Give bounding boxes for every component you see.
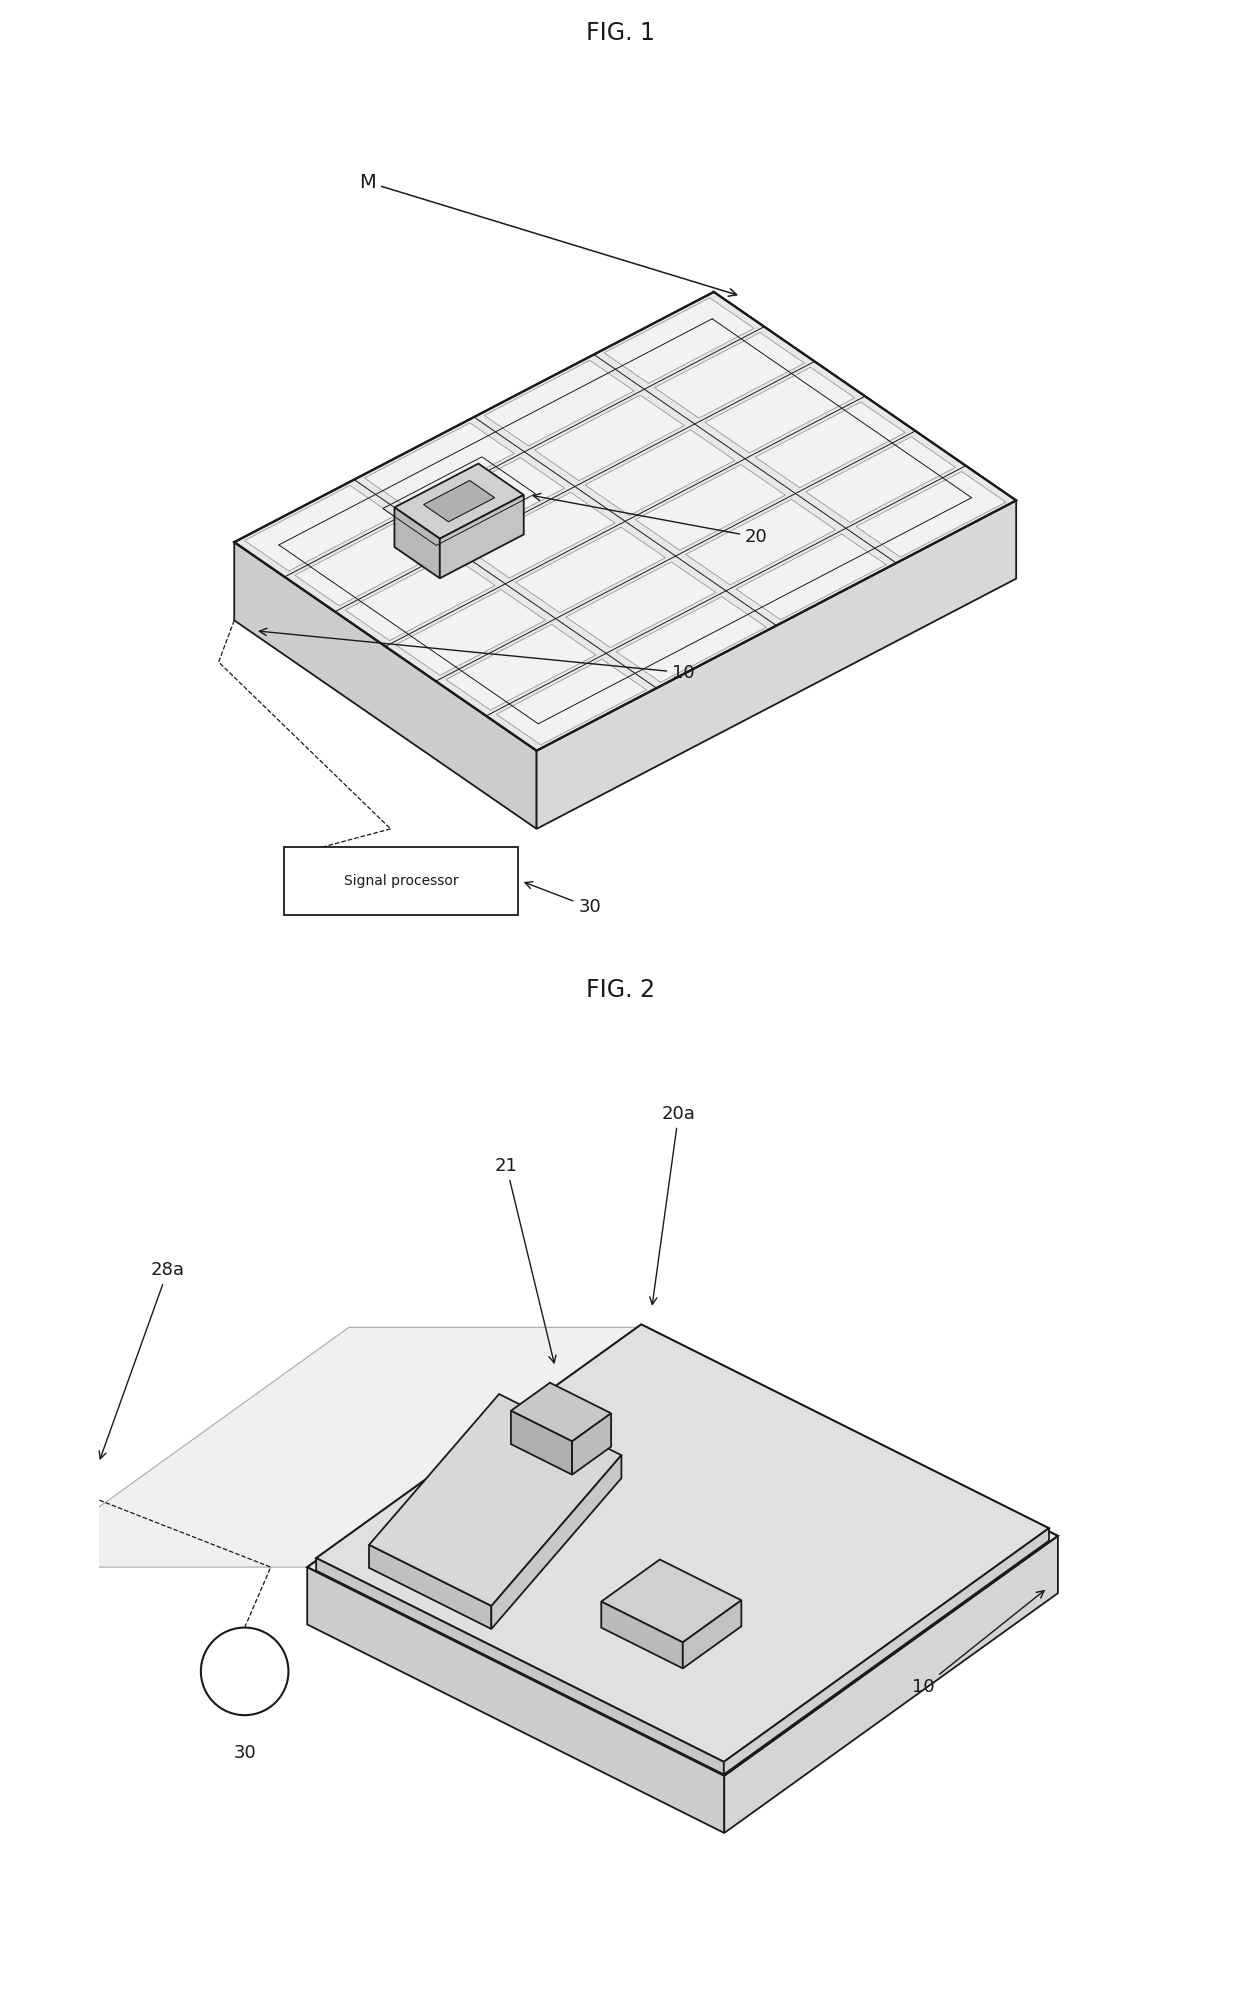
Polygon shape — [345, 555, 495, 640]
Polygon shape — [485, 361, 634, 445]
Polygon shape — [585, 429, 735, 515]
Polygon shape — [396, 589, 546, 676]
Polygon shape — [635, 465, 785, 549]
Polygon shape — [565, 561, 715, 648]
Text: 30: 30 — [233, 1744, 255, 1762]
Polygon shape — [683, 1600, 742, 1668]
Polygon shape — [704, 367, 854, 453]
Polygon shape — [686, 499, 836, 585]
Polygon shape — [15, 1327, 641, 1568]
Polygon shape — [394, 507, 440, 577]
Polygon shape — [616, 597, 766, 682]
Polygon shape — [601, 1560, 742, 1642]
Text: FIG. 1: FIG. 1 — [585, 20, 655, 44]
Text: Signal processor: Signal processor — [343, 874, 459, 888]
Polygon shape — [511, 1412, 572, 1476]
Polygon shape — [724, 1536, 1058, 1833]
Polygon shape — [724, 1528, 1049, 1774]
Polygon shape — [295, 519, 445, 606]
Polygon shape — [394, 463, 523, 539]
Text: 10: 10 — [911, 1590, 1044, 1696]
Polygon shape — [537, 501, 1017, 828]
Polygon shape — [511, 1383, 611, 1442]
Polygon shape — [414, 457, 564, 543]
Text: 20a: 20a — [650, 1105, 696, 1305]
Polygon shape — [755, 403, 905, 487]
Text: 30: 30 — [525, 882, 601, 916]
FancyBboxPatch shape — [284, 846, 518, 916]
Polygon shape — [370, 1393, 621, 1606]
Polygon shape — [737, 533, 887, 620]
Polygon shape — [308, 1327, 1058, 1776]
Polygon shape — [365, 423, 515, 509]
Text: FIG. 2: FIG. 2 — [585, 978, 655, 1002]
Polygon shape — [572, 1414, 611, 1476]
Text: 28a: 28a — [99, 1261, 185, 1460]
Polygon shape — [534, 395, 684, 481]
Polygon shape — [806, 437, 956, 523]
Polygon shape — [440, 495, 523, 577]
Polygon shape — [446, 624, 596, 710]
Polygon shape — [244, 485, 394, 571]
Text: M: M — [360, 172, 737, 297]
Polygon shape — [370, 1546, 491, 1628]
Polygon shape — [465, 493, 615, 577]
Polygon shape — [234, 293, 1017, 750]
Polygon shape — [308, 1568, 724, 1833]
Polygon shape — [655, 333, 805, 419]
Polygon shape — [491, 1456, 621, 1628]
Polygon shape — [316, 1558, 724, 1774]
Polygon shape — [856, 471, 1006, 557]
Text: 20: 20 — [533, 493, 768, 545]
Polygon shape — [234, 541, 537, 828]
Text: 21: 21 — [495, 1157, 556, 1363]
Circle shape — [201, 1628, 289, 1714]
Polygon shape — [601, 1602, 683, 1668]
Polygon shape — [316, 1325, 1049, 1762]
Polygon shape — [424, 481, 495, 521]
Polygon shape — [496, 660, 646, 744]
Text: 10: 10 — [259, 628, 694, 682]
Polygon shape — [604, 299, 754, 383]
Polygon shape — [516, 527, 666, 614]
